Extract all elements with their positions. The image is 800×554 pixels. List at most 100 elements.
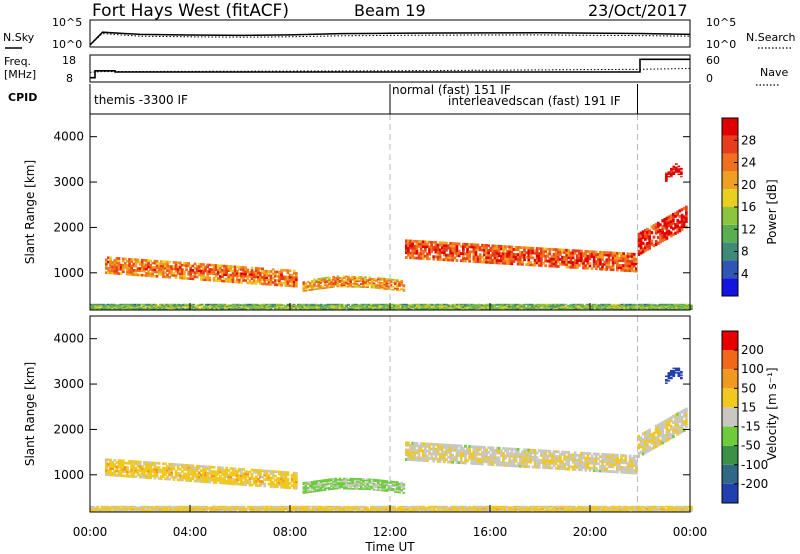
heatmap-cell-region-1	[134, 264, 138, 268]
heatmap-cell-region-4	[663, 223, 667, 227]
heatmap-cell-region-1	[202, 267, 205, 271]
heatmap-cell-region-1	[189, 273, 193, 276]
heatmap-cell-region-6	[654, 307, 658, 310]
heatmap-cell-region-6	[570, 303, 574, 306]
heatmap-cell-region-4	[685, 205, 688, 209]
heatmap-cell-region-1	[223, 479, 226, 483]
heatmap-cell-region-6	[386, 303, 390, 306]
heatmap-cell-region-3	[502, 252, 505, 256]
heatmap-cell-region-1	[292, 282, 296, 286]
heatmap-cell-region-3	[462, 249, 465, 253]
heatmap-cell-region-3	[487, 455, 490, 459]
heatmap-cell-region-6	[426, 303, 430, 306]
heatmap-cell-region-4	[656, 221, 660, 225]
heatmap-cell-region-3	[605, 253, 609, 257]
heatmap-cell-region-1	[216, 279, 220, 282]
heatmap-cell-region-4	[639, 242, 643, 247]
heatmap-cell-region-1	[134, 460, 138, 463]
heatmap-cell-region-3	[459, 454, 463, 457]
heatmap-cell-region-1	[252, 275, 256, 279]
heatmap-cell-region-6	[261, 308, 265, 310]
heatmap-cell-region-1	[149, 465, 152, 469]
heatmap-cell-region-1	[130, 258, 133, 261]
heatmap-cell-region-6	[581, 305, 584, 307]
heatmap-cell-region-1	[105, 462, 108, 466]
heatmap-cell-region-3	[628, 252, 632, 256]
heatmap-cell-region-2	[311, 488, 314, 490]
heatmap-cell-region-1	[138, 469, 142, 472]
heatmap-cell-region-3	[472, 447, 476, 451]
heatmap-cell-region-3	[527, 246, 531, 250]
heatmap-cell-region-1	[155, 275, 159, 278]
heatmap-cell-region-2	[317, 283, 321, 286]
heatmap-cell-region-6	[526, 303, 530, 306]
heatmap-cell-region-1	[282, 471, 285, 474]
heatmap-cell-region-1	[134, 462, 138, 466]
heatmap-cell-region-1	[145, 272, 148, 275]
heatmap-cell-region-3	[552, 262, 556, 266]
heatmap-cell-region-3	[618, 252, 621, 255]
heatmap-cell-region-1	[145, 263, 148, 267]
heatmap-cell-region-3	[476, 462, 480, 466]
heatmap-cell-region-6	[138, 308, 141, 310]
heatmap-cell-region-3	[409, 451, 412, 454]
heatmap-cell-region-3	[443, 460, 446, 464]
heatmap-cell-region-1	[140, 265, 144, 268]
heatmap-cell-region-1	[181, 474, 184, 478]
heatmap-cell-region-2	[319, 279, 323, 281]
heatmap-cell-region-3	[500, 259, 503, 263]
heatmap-cell-region-6	[156, 305, 160, 307]
heatmap-cell-region-6	[556, 305, 559, 307]
heatmap-cell-region-1	[240, 266, 243, 269]
heatmap-cell-region-1	[208, 465, 212, 469]
heatmap-cell-region-1	[115, 263, 119, 267]
heatmap-cell-region-1	[155, 270, 159, 274]
heatmap-cell-region-6	[399, 306, 403, 308]
heatmap-cell-region-2	[321, 489, 325, 492]
heatmap-cell-region-1	[181, 274, 184, 278]
heatmap-cell-region-1	[202, 274, 205, 277]
heatmap-cell-region-3	[476, 257, 480, 261]
heatmap-cell-region-3	[424, 254, 427, 258]
heatmap-cell-region-3	[489, 249, 493, 252]
heatmap-cell-region-3	[516, 260, 520, 264]
heatmap-cell-region-1	[117, 257, 121, 260]
heatmap-cell-region-3	[432, 457, 436, 461]
heatmap-cell-region-2	[377, 287, 380, 289]
heatmap-cell-region-1	[231, 269, 235, 273]
heatmap-cell-region-3	[411, 448, 414, 452]
heatmap-cell-region-1	[259, 273, 262, 277]
heatmap-cell-region-1	[208, 478, 212, 482]
heatmap-cell-region-1	[200, 276, 203, 279]
heatmap-cell-region-5	[672, 166, 676, 169]
heatmap-cell-region-1	[202, 478, 205, 481]
heatmap-cell-region-3	[548, 262, 552, 265]
heatmap-cell-region-1	[233, 267, 237, 271]
heatmap-cell-region-2	[349, 282, 352, 285]
heatmap-cell-region-1	[153, 274, 157, 278]
heatmap-cell-region-3	[542, 261, 545, 265]
heatmap-cell-region-3	[544, 264, 547, 268]
heatmap-cell-region-2	[342, 275, 346, 278]
heatmap-cell-region-6	[165, 305, 168, 307]
heatmap-cell-region-1	[273, 470, 277, 473]
heatmap-cell-region-1	[278, 479, 281, 482]
heatmap-cell-region-3	[569, 263, 573, 267]
heatmap-cell-region-3	[535, 249, 539, 253]
heatmap-cell-region-2	[374, 278, 378, 281]
heatmap-cell-region-4	[680, 227, 684, 232]
heatmap-cell-region-1	[117, 465, 121, 469]
heatmap-cell-region-1	[197, 269, 201, 272]
heatmap-cell-region-3	[504, 461, 507, 465]
heatmap-cell-region-6	[198, 303, 202, 306]
heatmap-cell-region-1	[151, 274, 155, 278]
heatmap-cell-region-2	[357, 284, 361, 287]
heatmap-cell-region-3	[523, 246, 526, 250]
heatmap-cell-region-6	[202, 305, 206, 308]
heatmap-cell-region-1	[259, 471, 262, 475]
heatmap-cell-region-1	[295, 272, 298, 275]
heatmap-cell-region-1	[111, 269, 114, 273]
heatmap-cell-region-2	[340, 486, 344, 488]
heatmap-cell-region-3	[491, 251, 495, 255]
heatmap-cell-region-2	[379, 281, 382, 284]
